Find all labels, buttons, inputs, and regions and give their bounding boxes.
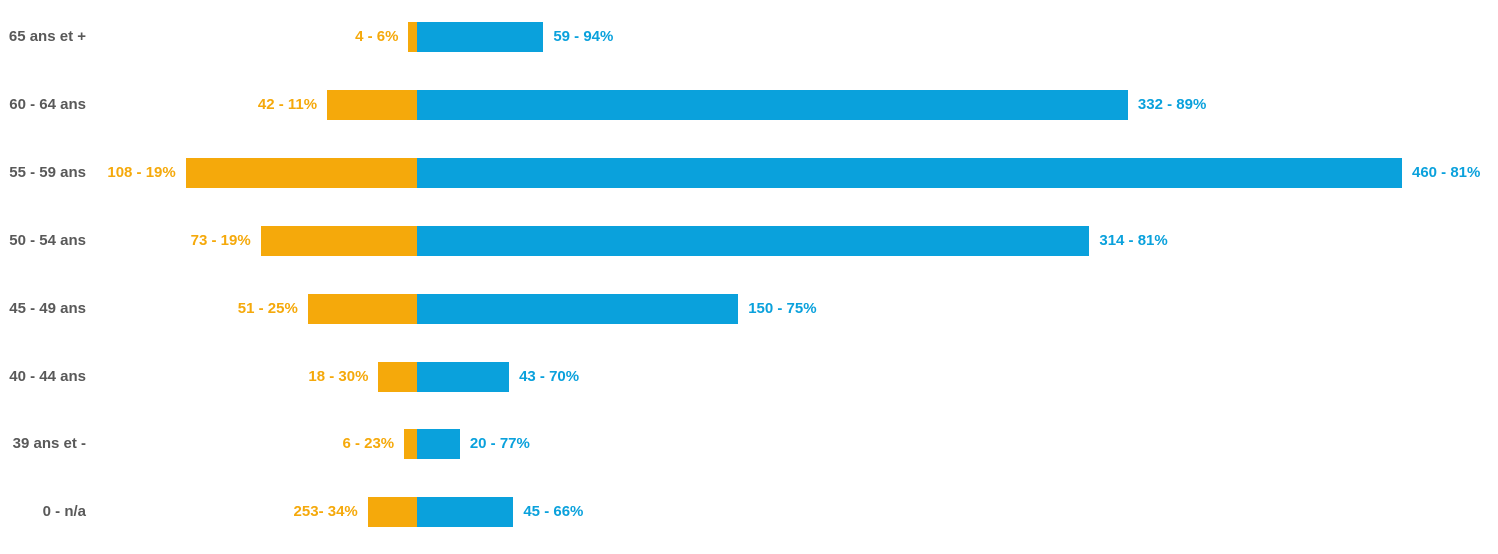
age-group-row: 60 - 64 ans 42 - 11% 332 - 89%	[0, 89, 1498, 120]
left-series-value-label: 4 - 6%	[355, 28, 399, 45]
age-group-row: 39 ans et - 6 - 23% 20 - 77%	[0, 429, 1498, 460]
left-series-value-label: 253- 34%	[293, 503, 358, 521]
right-series-value-label: 20 - 77%	[469, 435, 530, 453]
category-label: 65 ans et +	[8, 28, 86, 45]
right-series-value-label: 314 - 81%	[1099, 231, 1168, 249]
right-series-value-label: 332 - 89%	[1137, 95, 1207, 113]
right-series-bar[interactable]	[417, 89, 1128, 120]
age-group-row: 50 - 54 ans 73 - 19% 314 - 81%	[0, 225, 1498, 256]
category-label: 60 - 64 ans	[9, 95, 86, 113]
left-series-bar[interactable]	[327, 89, 417, 120]
age-group-row: 40 - 44 ans 18 - 30% 43 - 70%	[0, 361, 1498, 392]
right-series-bar[interactable]	[417, 225, 1090, 256]
right-series-value-label: 43 - 70%	[519, 367, 580, 385]
left-series-value-label: 6 - 23%	[342, 435, 395, 453]
right-series-bar[interactable]	[417, 157, 1402, 188]
left-series-bar[interactable]	[408, 22, 417, 52]
right-series-value-label: 59 - 94%	[553, 28, 614, 45]
age-group-row: 65 ans et + 4 - 6% 59 - 94%	[0, 22, 1498, 52]
category-label: 40 - 44 ans	[9, 367, 86, 385]
left-series-value-label: 73 - 19%	[190, 231, 251, 249]
right-series-value-label: 150 - 75%	[748, 299, 817, 317]
left-series-bar[interactable]	[367, 497, 417, 528]
left-series-value-label: 18 - 30%	[308, 367, 369, 385]
left-series-bar[interactable]	[307, 293, 417, 324]
left-series-bar[interactable]	[404, 429, 417, 460]
left-series-bar[interactable]	[378, 361, 417, 392]
age-group-row: 55 - 59 ans 108 - 19% 460 - 81%	[0, 157, 1498, 188]
category-label: 50 - 54 ans	[9, 231, 86, 249]
right-series-value-label: 45 - 66%	[523, 503, 584, 521]
right-series-bar[interactable]	[417, 497, 514, 528]
age-group-row: 0 - n/a 253- 34% 45 - 66%	[0, 497, 1498, 528]
right-series-bar[interactable]	[417, 293, 739, 324]
age-group-row: 45 - 49 ans 51 - 25% 150 - 75%	[0, 293, 1498, 324]
right-series-bar[interactable]	[417, 361, 510, 392]
left-series-value-label: 51 - 25%	[237, 299, 298, 317]
right-series-bar[interactable]	[417, 22, 544, 52]
category-label: 39 ans et -	[12, 435, 86, 453]
left-series-value-label: 42 - 11%	[257, 95, 318, 113]
right-series-value-label: 460 - 81%	[1411, 163, 1481, 181]
left-series-bar[interactable]	[185, 157, 417, 188]
category-label: 55 - 59 ans	[9, 163, 86, 181]
category-label: 45 - 49 ans	[9, 299, 86, 317]
category-label: 0 - n/a	[42, 503, 86, 521]
left-series-value-label: 108 - 19%	[107, 163, 176, 181]
right-series-bar[interactable]	[417, 429, 460, 460]
left-series-bar[interactable]	[260, 225, 417, 256]
